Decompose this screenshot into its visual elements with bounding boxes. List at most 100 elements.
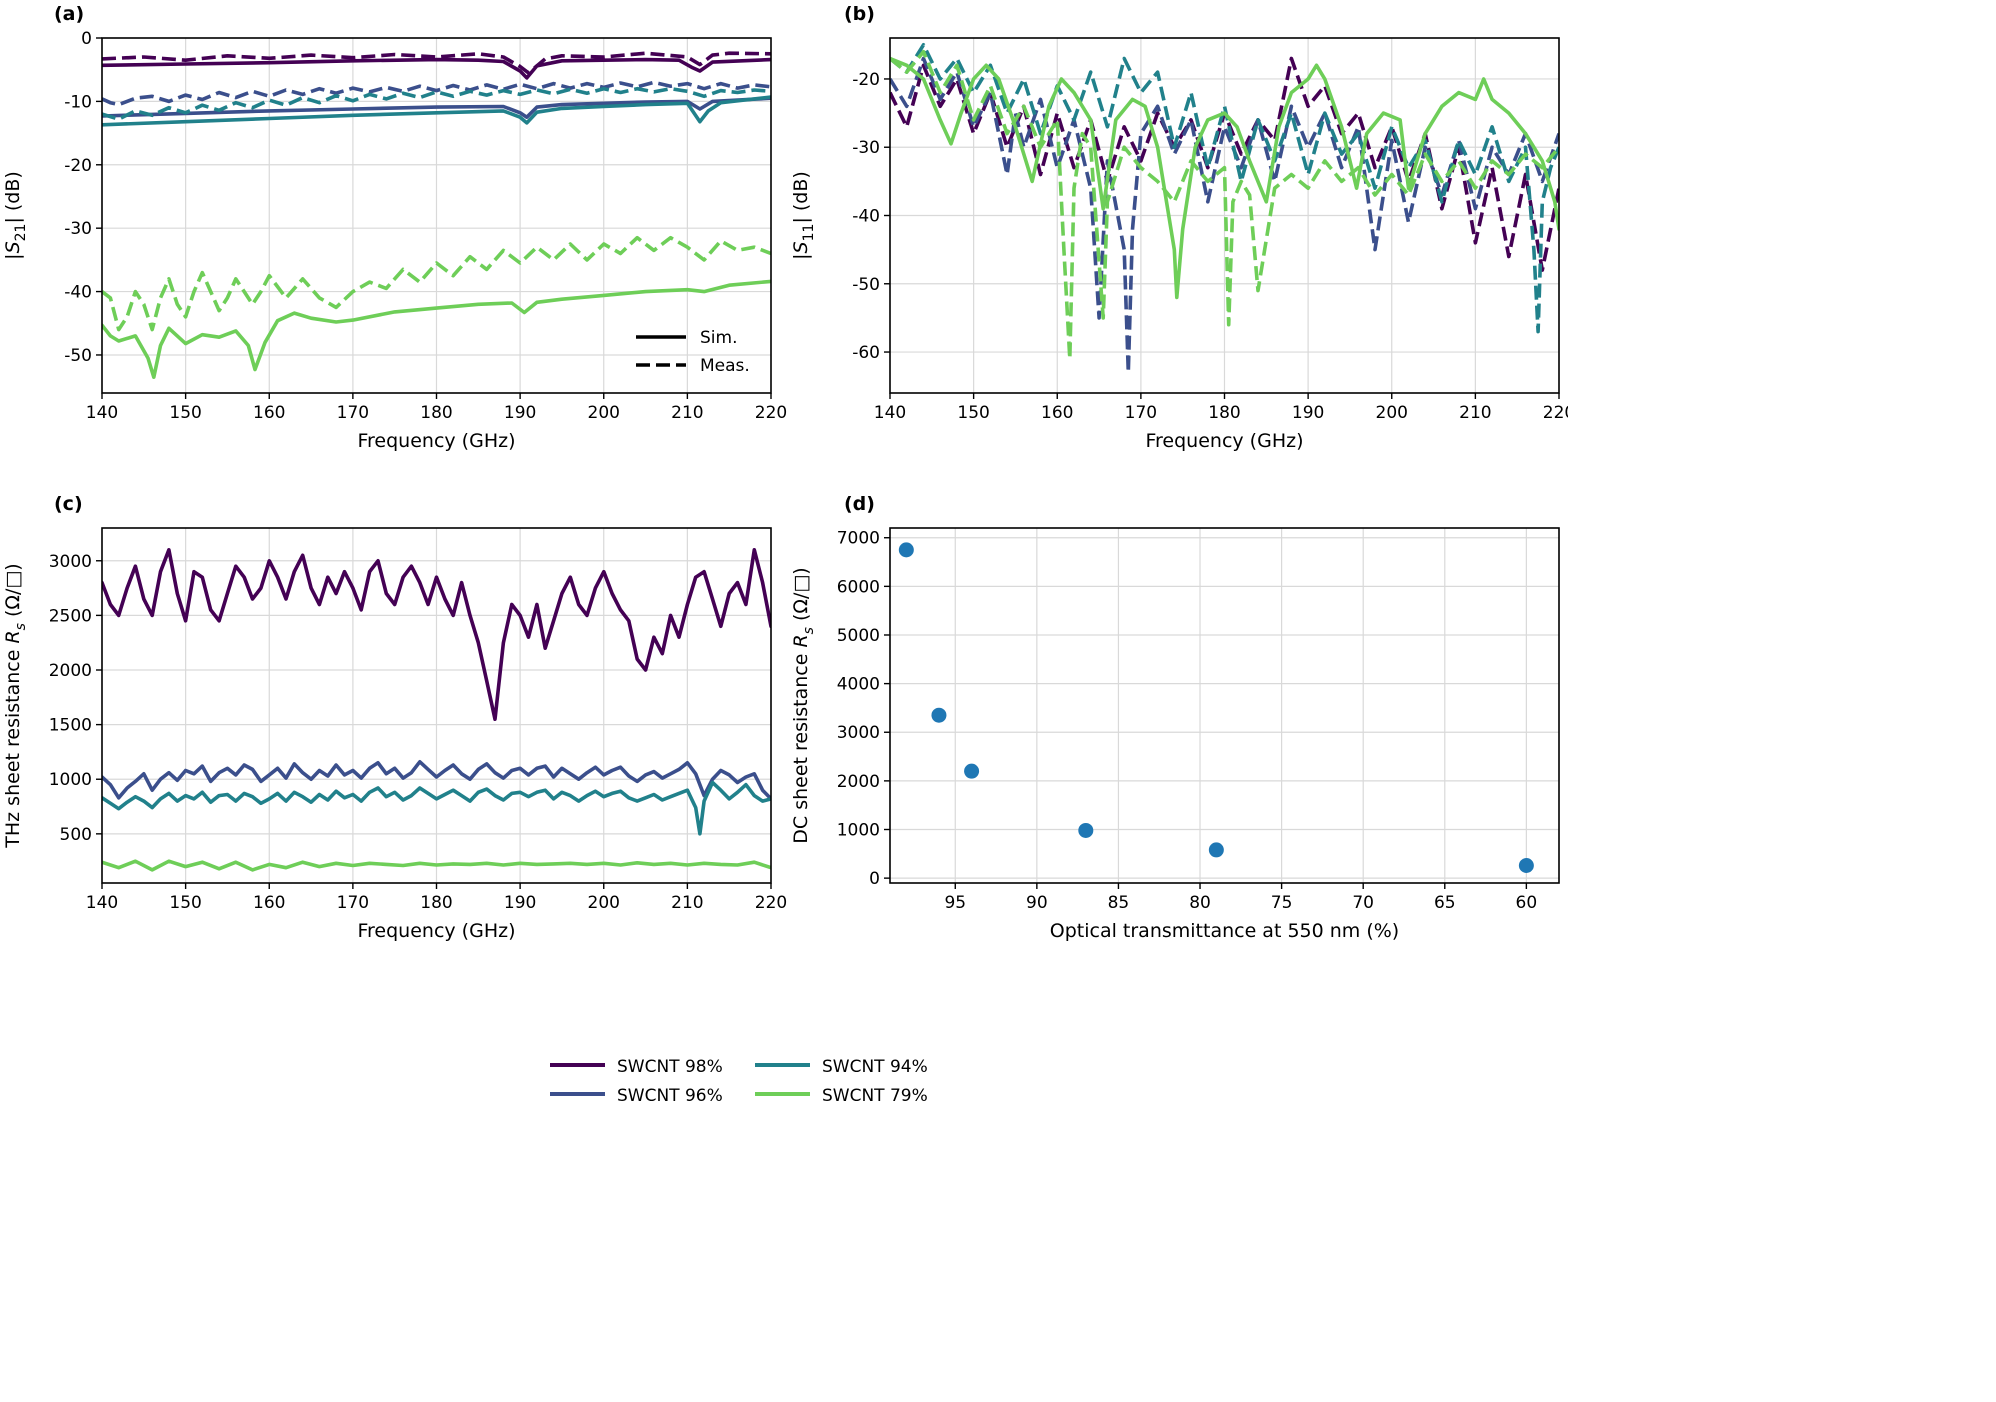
y-axis-label-part: S xyxy=(790,241,812,253)
x-tick-label: 160 xyxy=(253,893,285,913)
y-axis-label-part: | xyxy=(790,253,812,259)
panel-b-s11-chart: 140 150 160 170 180 190 200 210 220 -20 -30 -40 -50 -… xyxy=(790,3,1568,452)
y-tick-label: 1000 xyxy=(837,821,880,841)
y-axis-label: |S21| (dB) xyxy=(2,171,29,260)
legend-label: SWCNT 94% xyxy=(822,1057,928,1077)
x-tick-label: 210 xyxy=(671,893,703,913)
x-tick-label: 220 xyxy=(1543,403,1568,423)
scatter-point xyxy=(964,763,980,779)
y-tick-label: 2500 xyxy=(49,606,92,626)
x-axis-label: Frequency (GHz) xyxy=(357,430,515,452)
y-axis-label-part: (Ω/□) xyxy=(2,563,24,623)
y-axis-label-part: s xyxy=(801,627,817,634)
series-line-swcnt-96 xyxy=(102,759,771,801)
plot-frame xyxy=(889,527,1560,884)
scatter-point xyxy=(1078,822,1094,838)
ticks: 140 150 160 170 180 190 200 210 220 500 1000 1500 20… xyxy=(49,552,787,913)
series-line-swcnt-94-sim xyxy=(102,95,771,127)
y-axis-label: THz sheet resistance Rs (Ω/□) xyxy=(2,563,29,848)
x-tick-label: 190 xyxy=(504,403,536,423)
x-tick-label: 140 xyxy=(86,893,118,913)
ticks: 95 90 85 80 75 70 65 60 0 1000 2000 3000 4000 5000 600… xyxy=(837,529,1537,913)
x-tick-label: 150 xyxy=(957,403,989,423)
x-axis-label: Frequency (GHz) xyxy=(357,920,515,942)
legend-label: SWCNT 96% xyxy=(617,1086,723,1106)
figure-legend: SWCNT 98% SWCNT 96% SWCNT 94% SWCNT 79% xyxy=(550,1057,928,1106)
x-tick-label: 190 xyxy=(1292,403,1324,423)
y-axis-label-part: 11 xyxy=(801,224,817,242)
x-tick-label: 180 xyxy=(420,403,452,423)
series-line-swcnt-94-meas xyxy=(102,86,771,121)
y-tick-label: -30 xyxy=(64,219,92,239)
panel-label: (c) xyxy=(54,493,83,515)
x-tick-label: 180 xyxy=(1208,403,1240,423)
y-axis-label-part: (Ω/□) xyxy=(790,567,812,627)
y-axis-label-part: | (dB) xyxy=(790,171,812,223)
scatter-point xyxy=(1208,842,1224,858)
x-tick-label: 210 xyxy=(671,403,703,423)
ticks: 140 150 160 170 180 190 200 210 220 -20 -30 -40 -50 -… xyxy=(852,70,1568,423)
y-tick-label: 4000 xyxy=(837,675,880,695)
y-axis-label-part: S xyxy=(2,241,24,253)
x-tick-label: 220 xyxy=(755,403,787,423)
x-tick-label: 75 xyxy=(1271,893,1293,913)
y-axis-label: DC sheet resistance Rs (Ω/□) xyxy=(790,567,817,843)
series-line-swcnt-79-sim xyxy=(890,56,1559,300)
y-tick-label: 5000 xyxy=(837,626,880,646)
y-tick-label: -10 xyxy=(64,92,92,112)
x-tick-label: 70 xyxy=(1352,893,1374,913)
series-group xyxy=(898,542,1534,873)
y-tick-label: 3000 xyxy=(49,552,92,572)
y-tick-label: -40 xyxy=(64,283,92,303)
series-line-swcnt-79-sim xyxy=(102,279,771,380)
y-tick-label: 7000 xyxy=(837,529,880,549)
y-axis-label-part: R xyxy=(790,634,812,647)
scatter-point xyxy=(898,542,914,558)
x-axis-label: Frequency (GHz) xyxy=(1145,430,1303,452)
x-tick-label: 200 xyxy=(1376,403,1408,423)
x-tick-label: 180 xyxy=(420,893,452,913)
panel-c-thz-sheet-resistance-chart: 140 150 160 170 180 190 200 210 220 500 1000 1500 20… xyxy=(2,493,787,942)
series-line-swcnt-98-meas xyxy=(102,51,771,75)
x-tick-label: 90 xyxy=(1026,893,1048,913)
series-group xyxy=(102,51,771,380)
y-tick-label: 2000 xyxy=(837,772,880,792)
x-axis-label: Optical transmittance at 550 nm (%) xyxy=(1050,920,1399,942)
x-tick-label: 60 xyxy=(1516,893,1538,913)
x-tick-label: 160 xyxy=(1041,403,1073,423)
series-line-swcnt-96-sim xyxy=(102,96,771,119)
y-axis-label-part: DC sheet resistance xyxy=(790,648,812,844)
y-tick-label: -20 xyxy=(852,70,880,90)
panel-a-s21-chart: 140 150 160 170 180 190 200 210 220 0 -10 -20 -30 -40… xyxy=(2,3,787,452)
panel-label: (a) xyxy=(54,3,84,25)
series-line-swcnt-98 xyxy=(102,547,771,722)
panel-label: (d) xyxy=(844,493,875,515)
legend-label: SWCNT 79% xyxy=(822,1086,928,1106)
figure: 140 150 160 170 180 190 200 210 220 0 -10 -20 -30 -40… xyxy=(2,3,1568,1106)
panel-d-dc-sheet-resistance-chart: 95 90 85 80 75 70 65 60 0 1000 2000 3000 4000 5000 600… xyxy=(790,493,1560,942)
x-tick-label: 190 xyxy=(504,893,536,913)
y-tick-label: 3000 xyxy=(837,723,880,743)
panel-label: (b) xyxy=(844,3,875,25)
legend-label: SWCNT 98% xyxy=(617,1057,723,1077)
series-line-swcnt-94 xyxy=(102,780,771,836)
x-tick-label: 160 xyxy=(253,403,285,423)
y-tick-label: 1500 xyxy=(49,716,92,736)
x-tick-label: 95 xyxy=(944,893,966,913)
x-tick-label: 170 xyxy=(1125,403,1157,423)
style-legend-label: Meas. xyxy=(700,356,750,376)
y-axis-label-part: | xyxy=(2,253,24,259)
x-tick-label: 210 xyxy=(1459,403,1491,423)
x-tick-label: 150 xyxy=(169,893,201,913)
y-tick-label: -20 xyxy=(64,156,92,176)
x-tick-label: 200 xyxy=(588,893,620,913)
series-line-swcnt-79-meas xyxy=(102,235,771,332)
x-tick-label: 220 xyxy=(755,893,787,913)
x-tick-label: 140 xyxy=(86,403,118,423)
y-axis-label-part: s xyxy=(13,623,29,630)
y-tick-label: 0 xyxy=(81,29,92,49)
scatter-point xyxy=(1518,857,1534,873)
ticks: 140 150 160 170 180 190 200 210 220 0 -10 -20 -30 -40… xyxy=(64,29,787,423)
y-tick-label: -50 xyxy=(852,275,880,295)
y-axis-label-part: R xyxy=(2,630,24,643)
